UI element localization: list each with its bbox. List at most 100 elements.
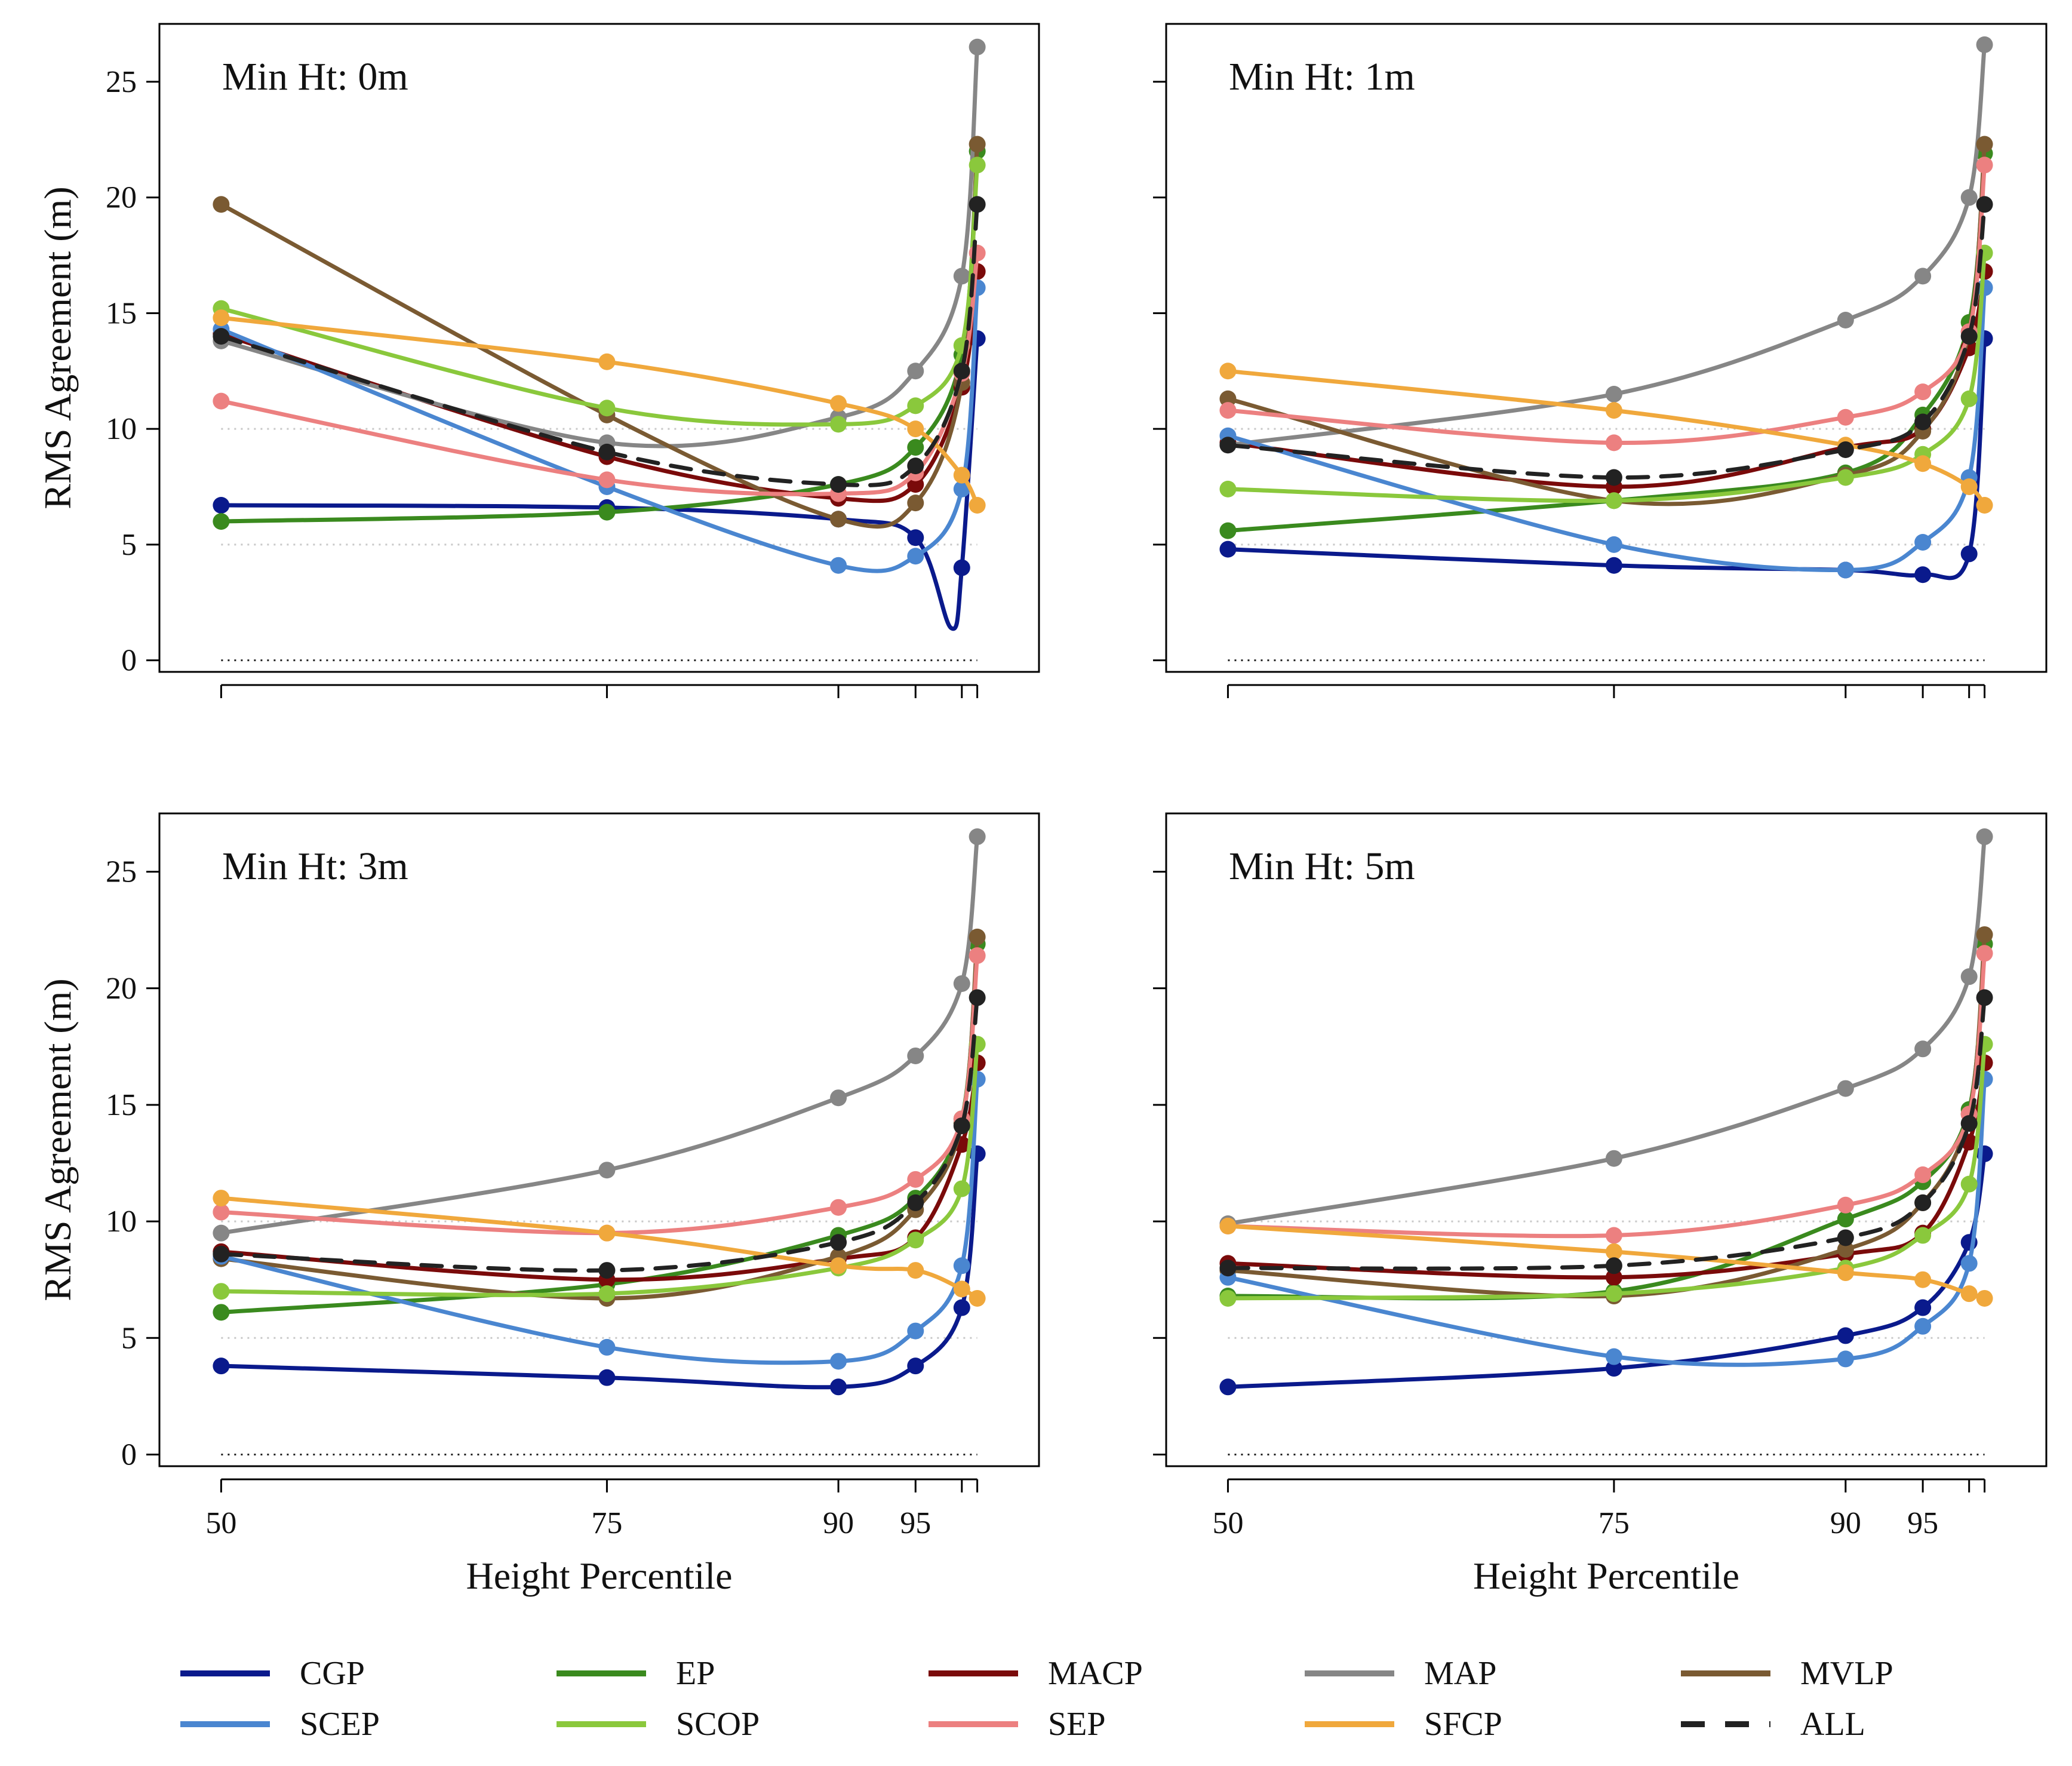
data-point: [953, 1117, 970, 1135]
series-map: [1219, 36, 1993, 454]
legend-label: MAP: [1424, 1655, 1496, 1692]
data-point: [969, 244, 986, 262]
data-point: [907, 1231, 924, 1249]
data-point: [1914, 1317, 1932, 1335]
y-tick-label: 0: [121, 644, 137, 678]
x-tick-label: 90: [1830, 1506, 1861, 1540]
data-point: [969, 928, 986, 945]
data-point: [1976, 36, 1993, 53]
x-axis: [1226, 684, 1986, 698]
data-point: [1960, 1115, 1978, 1132]
x-tick-label: 95: [1907, 1506, 1938, 1540]
data-point: [213, 392, 230, 410]
y-axis: 0 5 10 15 20 25: [106, 65, 159, 678]
data-point: [1219, 402, 1237, 419]
series-mvlp: [1219, 926, 1993, 1305]
data-point: [1960, 390, 1978, 407]
data-point: [1976, 156, 1993, 174]
data-point: [907, 439, 924, 456]
data-point: [907, 476, 924, 493]
plot-frame: [1165, 23, 2048, 673]
series-line-map: [1225, 42, 1987, 447]
data-point: [213, 196, 230, 213]
legend-item-map: MAP: [1305, 1655, 1496, 1692]
data-point: [907, 1357, 924, 1375]
legend-item-scop: SCOP: [557, 1706, 760, 1743]
data-point: [969, 38, 986, 56]
data-point: [907, 548, 924, 565]
data-point: [1837, 1229, 1854, 1246]
data-point: [969, 497, 986, 514]
data-point: [830, 1257, 847, 1274]
data-point: [830, 557, 847, 574]
legend-label: SCOP: [676, 1706, 760, 1743]
series-line-map: [219, 45, 980, 449]
series-all: [1219, 989, 1993, 1277]
series-scep: [213, 279, 986, 574]
plot-frame: [1165, 812, 2048, 1467]
data-point: [1976, 989, 1993, 1006]
data-point: [1914, 534, 1932, 551]
panel-title: Min Ht: 0m: [222, 55, 408, 99]
data-point: [598, 443, 616, 460]
data-point: [953, 1257, 970, 1274]
series-scep: [213, 1071, 986, 1370]
data-point: [1837, 1196, 1854, 1214]
data-point: [1914, 1271, 1932, 1288]
data-point: [907, 1047, 924, 1064]
data-point: [1976, 196, 1993, 213]
y-tick-label: 20: [106, 181, 137, 215]
series-line-ep: [1225, 942, 1987, 1301]
data-point: [907, 1322, 924, 1340]
data-point: [1960, 1255, 1978, 1272]
series-sfcp: [1219, 363, 1993, 514]
series-line-mvlp: [219, 935, 980, 1301]
panel-title: Min Ht: 3m: [222, 844, 408, 888]
data-point: [1219, 1378, 1237, 1396]
data-point: [1219, 390, 1237, 407]
data-point: [598, 1224, 616, 1242]
series-line-scep: [1225, 285, 1987, 573]
data-point: [213, 1283, 230, 1300]
data-point: [830, 1089, 847, 1107]
series-line-sfcp: [219, 315, 980, 508]
data-point: [1976, 1289, 1993, 1307]
legend-label: CGP: [300, 1655, 365, 1692]
series-sfcp: [213, 309, 986, 514]
x-tick-label: 95: [900, 1506, 931, 1540]
data-point: [1219, 1260, 1237, 1277]
data-point: [1960, 189, 1978, 206]
series-scop: [213, 156, 986, 433]
series-mvlp: [1219, 136, 1993, 509]
y-tick-label: 20: [106, 972, 137, 1006]
x-axis: 50 75 90 95: [1212, 1478, 1986, 1540]
data-point: [213, 1304, 230, 1321]
legend-item-sep: SEP: [929, 1706, 1106, 1743]
data-point: [1605, 402, 1622, 419]
series-sfcp: [1219, 1217, 1993, 1307]
series-scep: [1219, 1071, 1993, 1368]
x-tick-label: 50: [205, 1506, 236, 1540]
data-point: [1219, 540, 1237, 558]
y-tick-label: 25: [106, 855, 137, 889]
data-point: [953, 1299, 970, 1316]
y-tick-label: 15: [106, 296, 137, 330]
series-mvlp: [213, 928, 986, 1307]
data-point: [969, 828, 986, 846]
data-point: [1219, 363, 1237, 380]
x-axis: [220, 684, 979, 698]
data-point: [1960, 968, 1978, 985]
x-tick-label: 75: [591, 1506, 622, 1540]
data-point: [953, 1280, 970, 1298]
data-point: [1837, 441, 1854, 458]
legend-item-cgp: CGP: [180, 1655, 365, 1692]
data-point: [907, 1171, 924, 1188]
data-point: [830, 416, 847, 433]
legend-item-all: ALL: [1681, 1706, 1865, 1743]
series-line-mvlp: [219, 142, 980, 529]
data-point: [1914, 566, 1932, 583]
data-point: [1605, 1348, 1622, 1365]
series-line-sep: [219, 953, 980, 1236]
data-point: [213, 1224, 230, 1242]
data-point: [213, 1190, 230, 1207]
